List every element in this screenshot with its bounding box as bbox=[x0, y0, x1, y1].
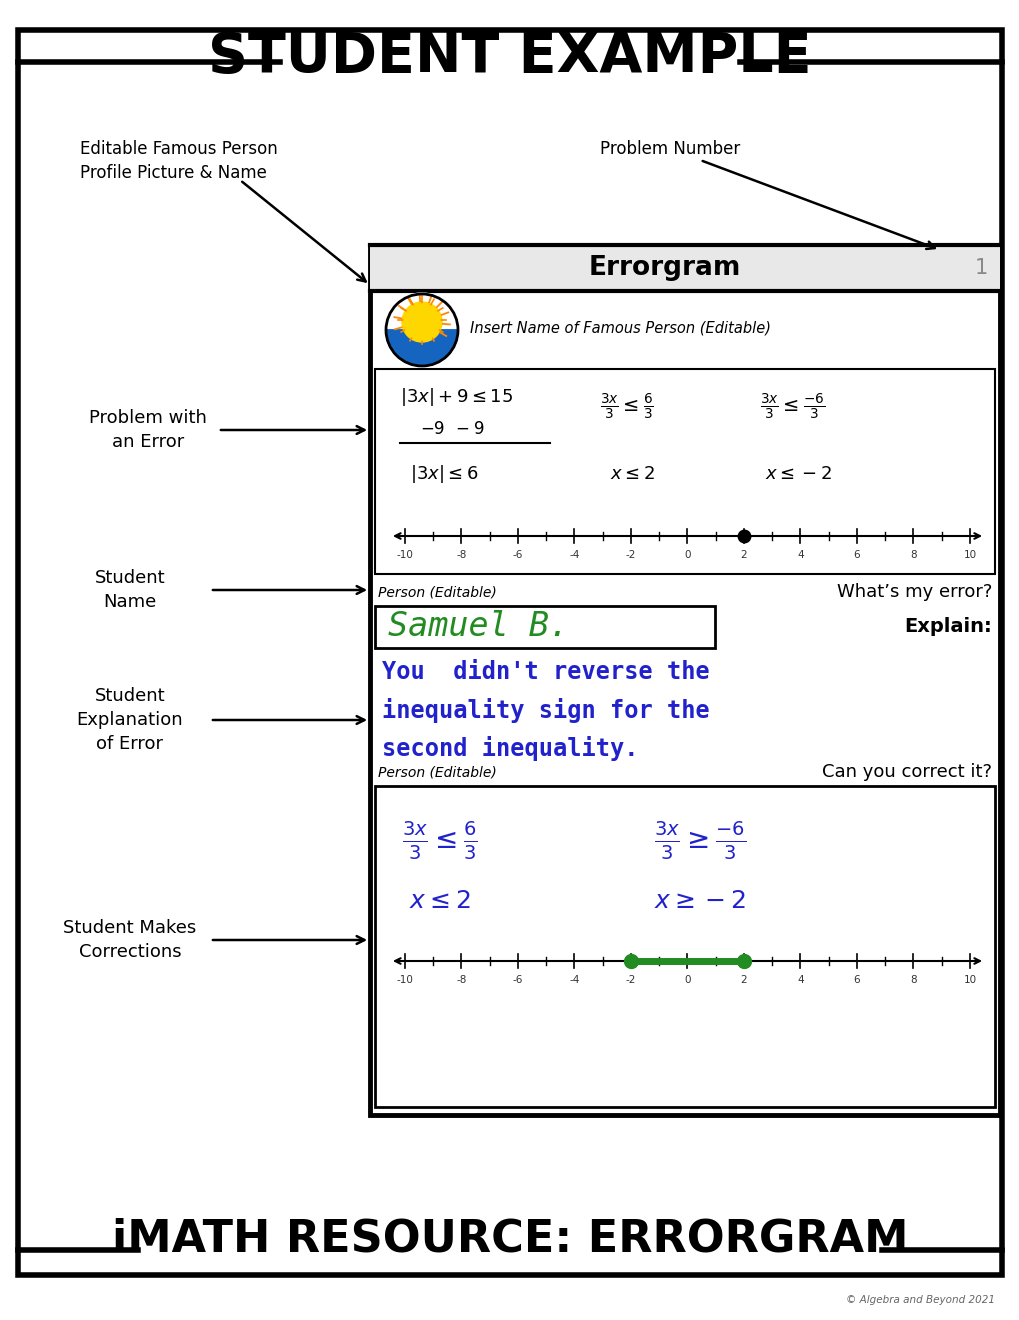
Circle shape bbox=[384, 293, 459, 367]
Text: Person (Editable): Person (Editable) bbox=[378, 766, 496, 779]
Text: Problem with
an Error: Problem with an Error bbox=[89, 409, 207, 451]
Text: 0: 0 bbox=[684, 975, 690, 985]
Bar bbox=[375, 606, 714, 648]
Text: -4: -4 bbox=[569, 975, 579, 985]
Text: -8: -8 bbox=[455, 550, 467, 560]
Text: Samuel B.: Samuel B. bbox=[387, 610, 569, 644]
Text: 10: 10 bbox=[963, 975, 975, 985]
Text: Errorgram: Errorgram bbox=[588, 255, 741, 281]
Text: -8: -8 bbox=[455, 975, 467, 985]
Text: 0: 0 bbox=[684, 550, 690, 560]
Text: Student
Explanation
of Error: Student Explanation of Error bbox=[76, 688, 183, 752]
Bar bbox=[375, 785, 994, 1107]
Text: Student
Name: Student Name bbox=[95, 569, 165, 611]
Text: 6: 6 bbox=[853, 550, 859, 560]
Text: $|3x|+9\leq15$: $|3x|+9\leq15$ bbox=[399, 385, 513, 408]
Text: -10: -10 bbox=[396, 550, 413, 560]
Text: -2: -2 bbox=[626, 975, 636, 985]
Text: STUDENT EXAMPLE: STUDENT EXAMPLE bbox=[208, 30, 811, 84]
Text: inequality sign for the: inequality sign for the bbox=[382, 698, 709, 723]
Text: iMATH RESOURCE: ERRORGRAM: iMATH RESOURCE: ERRORGRAM bbox=[112, 1218, 907, 1261]
Text: Insert Name of Famous Person (Editable): Insert Name of Famous Person (Editable) bbox=[470, 321, 770, 335]
Text: $\frac{3x}{3}\leq\frac{6}{3}$: $\frac{3x}{3}\leq\frac{6}{3}$ bbox=[401, 820, 478, 862]
Bar bbox=[370, 246, 999, 1115]
Text: Problem Number: Problem Number bbox=[599, 140, 740, 158]
Text: second inequality.: second inequality. bbox=[382, 737, 638, 762]
Text: 8: 8 bbox=[909, 975, 916, 985]
Text: Editable Famous Person
Profile Picture & Name: Editable Famous Person Profile Picture &… bbox=[79, 140, 277, 182]
Text: $\frac{3x}{3}\leq\frac{6}{3}$: $\frac{3x}{3}\leq\frac{6}{3}$ bbox=[599, 392, 653, 422]
Text: -4: -4 bbox=[569, 550, 579, 560]
Text: Student Makes
Corrections: Student Makes Corrections bbox=[63, 919, 197, 961]
Text: Can you correct it?: Can you correct it? bbox=[821, 763, 991, 781]
Text: Person (Editable): Person (Editable) bbox=[378, 585, 496, 599]
Text: $-9\enspace -9$: $-9\enspace -9$ bbox=[420, 420, 484, 438]
Text: You  didn't reverse the: You didn't reverse the bbox=[382, 660, 709, 684]
Text: -6: -6 bbox=[513, 975, 523, 985]
Text: -6: -6 bbox=[513, 550, 523, 560]
Text: © Algebra and Beyond 2021: © Algebra and Beyond 2021 bbox=[845, 1295, 994, 1305]
Text: $|3x|\leq6$: $|3x|\leq6$ bbox=[410, 463, 478, 484]
Circle shape bbox=[406, 304, 437, 337]
Text: Explain:: Explain: bbox=[904, 618, 991, 636]
Text: 4: 4 bbox=[797, 550, 803, 560]
Text: 6: 6 bbox=[853, 975, 859, 985]
Text: 10: 10 bbox=[963, 550, 975, 560]
Circle shape bbox=[404, 304, 439, 341]
Text: $\frac{3x}{3}\geq\frac{-6}{3}$: $\frac{3x}{3}\geq\frac{-6}{3}$ bbox=[653, 820, 745, 862]
Text: 2: 2 bbox=[740, 975, 747, 985]
Text: $x\leq2$: $x\leq2$ bbox=[609, 465, 654, 483]
Polygon shape bbox=[385, 330, 458, 366]
Text: $\frac{3x}{3}\leq\frac{-6}{3}$: $\frac{3x}{3}\leq\frac{-6}{3}$ bbox=[759, 392, 824, 422]
Text: 8: 8 bbox=[909, 550, 916, 560]
Text: 4: 4 bbox=[797, 975, 803, 985]
Text: $x\geq-2$: $x\geq-2$ bbox=[653, 888, 746, 913]
Bar bbox=[370, 246, 999, 290]
Text: -2: -2 bbox=[626, 550, 636, 560]
Text: -10: -10 bbox=[396, 975, 413, 985]
Circle shape bbox=[408, 306, 435, 334]
Text: 1: 1 bbox=[974, 257, 987, 279]
Text: 2: 2 bbox=[740, 550, 747, 560]
Text: $x\leq-2$: $x\leq-2$ bbox=[764, 465, 832, 483]
Text: What’s my error?: What’s my error? bbox=[836, 583, 991, 601]
Text: $x\leq2$: $x\leq2$ bbox=[409, 888, 471, 913]
Circle shape bbox=[401, 302, 441, 342]
Polygon shape bbox=[385, 330, 458, 366]
Bar bbox=[375, 370, 994, 574]
